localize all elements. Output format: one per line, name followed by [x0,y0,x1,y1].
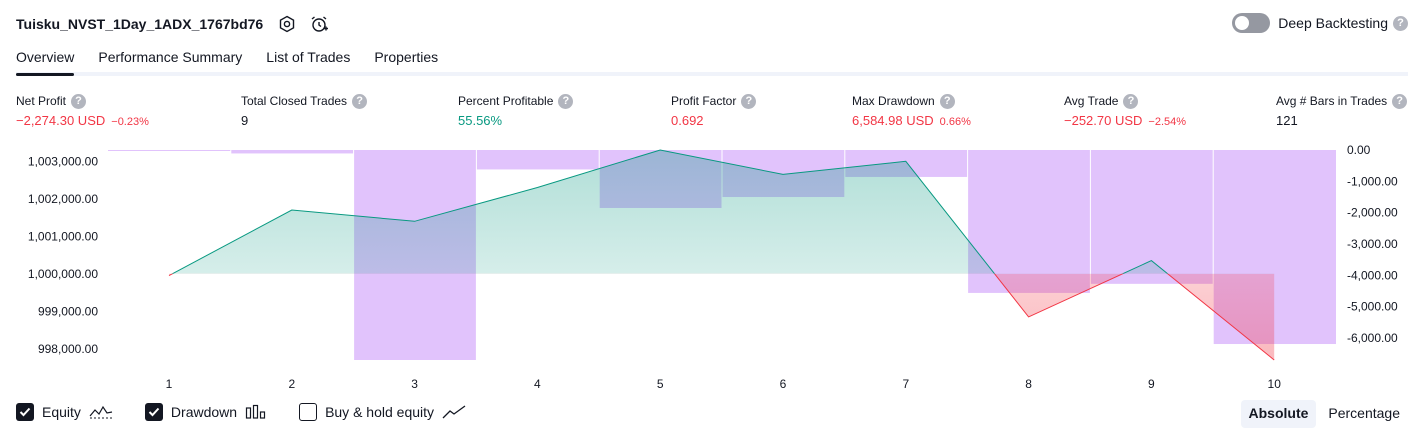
metric-value: −2,274.30 USD [16,113,106,128]
y-left-tick-label: 1,000,000.00 [28,267,98,281]
metric-profit-factor: Profit Factor? 0.692 [671,93,757,128]
metric-value: 121 [1276,113,1298,128]
tab-overview[interactable]: Overview [16,44,75,76]
report-tabs: Overview Performance Summary List of Tra… [16,44,462,76]
tab-properties[interactable]: Properties [374,49,439,65]
metric-max-drawdown: Max Drawdown? 6,584.98 USD 0.66% [852,93,971,128]
strategy-title: Tuisku_NVST_1Day_1ADX_1767bd76 [16,16,264,32]
legend-drawdown[interactable]: Drawdown [144,403,267,421]
deep-backtesting: Deep Backtesting ? [1232,13,1408,33]
metric-label: Percent Profitable [458,94,554,108]
y-right-tick-label: 0.00 [1347,143,1371,157]
y-right-tick-label: -3,000.00 [1347,237,1398,251]
tab-list-of-trades[interactable]: List of Trades [266,49,351,65]
metric-percent: 0.66% [939,116,971,128]
legend-label: Buy & hold equity [325,404,435,420]
metric-percent-profitable: Percent Profitable? 55.56% [458,93,574,128]
metric-percent: −2.54% [1148,116,1187,128]
buy-hold-line-icon [442,404,466,420]
x-tick-label: 1 [166,377,173,391]
y-right-tick-label: -4,000.00 [1347,268,1398,282]
metric-total-closed-trades: Total Closed Trades? 9 [241,93,368,128]
metric-label: Avg Trade [1064,94,1119,108]
x-tick-label: 4 [534,377,541,391]
y-right-tick-label: -2,000.00 [1347,206,1398,220]
chart-legend: Equity Drawdown Buy & hold equity [16,403,498,421]
strategy-header: Tuisku_NVST_1Day_1ADX_1767bd76 [16,12,329,36]
y-left-tick-label: 1,002,000.00 [28,192,98,206]
x-tick-label: 2 [288,377,295,391]
help-icon[interactable]: ? [741,93,757,109]
metric-value: 6,584.98 USD [852,113,934,128]
mode-percentage-button[interactable]: Percentage [1328,405,1400,421]
x-tick-label: 6 [780,377,787,391]
y-left-tick-label: 1,003,000.00 [28,154,98,168]
x-tick-label: 8 [1025,377,1032,391]
y-right-tick-label: -6,000.00 [1347,331,1398,345]
metric-avg-bars-in-trades: Avg # Bars in Trades? 121 [1276,93,1408,128]
metric-value: 0.692 [671,113,704,128]
equity-area-profit [172,150,1168,274]
drawdown-bars-icon [245,404,267,420]
alarm-clock-plus-icon[interactable] [309,14,329,34]
x-tick-label: 5 [657,377,664,391]
legend-label: Drawdown [170,404,238,420]
metric-label: Total Closed Trades [241,94,348,108]
x-tick-label: 10 [1268,377,1282,391]
metric-label: Avg # Bars in Trades [1276,94,1388,108]
metric-value: −252.70 USD [1064,113,1143,128]
metric-net-profit: Net Profit? −2,274.30 USD −0.23% [16,93,149,128]
help-icon[interactable]: ? [1392,93,1408,109]
equity-line-profit [171,149,1169,274]
buy-hold-checkbox[interactable] [299,403,318,421]
drawdown-bar [230,150,354,154]
x-tick-label: 3 [411,377,418,391]
metric-label: Max Drawdown [852,94,935,108]
mode-absolute-button[interactable]: Absolute [1240,400,1317,428]
y-left-tick-label: 999,000.00 [38,304,98,318]
equity-drawdown-chart: 1,003,000.00 1,002,000.00 1,001,000.00 1,00… [28,143,1398,391]
help-icon[interactable]: ? [1123,93,1139,109]
legend-buy-hold-equity[interactable]: Buy & hold equity [299,403,466,421]
x-tick-label: 7 [902,377,909,391]
metric-label: Net Profit [16,94,67,108]
legend-label: Equity [42,404,81,420]
equity-line-loss [168,273,1275,361]
drawdown-checkbox[interactable] [144,403,163,421]
help-icon[interactable]: ? [71,93,87,109]
equity-checkbox[interactable] [16,403,34,421]
deep-backtesting-label: Deep Backtesting [1278,15,1388,31]
metric-percent: −0.23% [111,116,149,128]
tab-performance-summary[interactable]: Performance Summary [98,49,243,65]
drawdown-bar [476,150,600,170]
metric-value: 9 [241,113,249,128]
metric-avg-trade: Avg Trade? −252.70 USD −2.54% [1064,93,1186,128]
y-left-tick-label: 1,001,000.00 [28,229,98,243]
display-mode-switch: Absolute Percentage [1237,400,1409,428]
help-icon[interactable]: ? [1393,15,1408,31]
tabs-divider [16,72,1408,76]
drawdown-bar [108,150,231,151]
x-tick-label: 9 [1148,377,1155,391]
legend-equity[interactable]: Equity [16,403,113,421]
metric-value: 55.56% [458,113,503,128]
y-right-tick-label: -1,000.00 [1347,174,1398,188]
y-left-tick-label: 998,000.00 [38,342,98,356]
deep-backtesting-toggle[interactable] [1232,13,1271,33]
help-icon[interactable]: ? [352,93,368,109]
help-icon[interactable]: ? [558,93,574,109]
gear-icon[interactable] [277,14,297,34]
equity-line-icon [89,404,113,420]
help-icon[interactable]: ? [939,93,955,109]
metric-label: Profit Factor [671,94,737,108]
y-right-tick-label: -5,000.00 [1347,300,1398,314]
